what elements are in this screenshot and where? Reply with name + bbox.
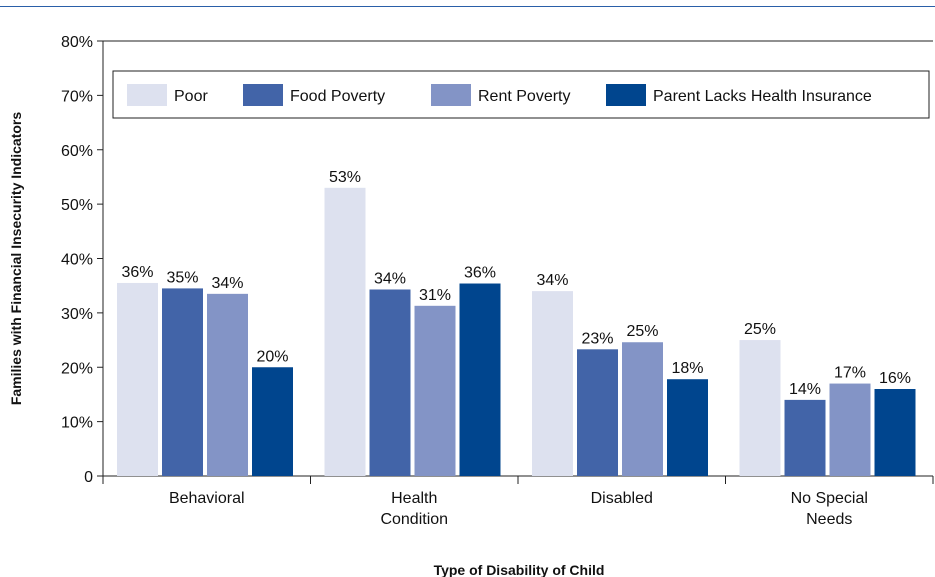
data-label: 16% [879,370,911,387]
bar-food-poverty [784,399,826,476]
y-tick-label: 10% [61,415,93,432]
y-tick-label: 50% [61,197,93,214]
bar-poor [117,282,158,476]
data-label: 14% [789,381,821,398]
data-label: 23% [581,330,613,347]
data-label: 36% [121,264,153,281]
y-tick-label: 30% [61,306,93,323]
bar-parent-lacks-health-insurance [459,283,501,476]
bar-rent-poverty [622,342,663,476]
bar-rent-poverty [414,305,456,476]
legend-swatch [431,84,471,106]
bar-parent-lacks-health-insurance [667,379,708,476]
data-label: 36% [464,265,496,282]
bar-parent-lacks-health-insurance [874,389,916,476]
category-label: Condition [380,511,448,528]
data-label: 25% [744,321,776,338]
x-axis-title: Type of Disability of Child [434,562,605,577]
bar-food-poverty [162,288,203,476]
y-axis-title-group: Families with Financial Insecurity Indic… [8,112,24,406]
category-label: No Special [791,490,868,507]
legend-swatch [127,84,167,106]
data-label: 53% [329,169,361,186]
plot-area: 0 10% 20% 30% 40% 50% 60% 70% 80% 36% 35% 34% 20% Beh… [61,34,934,528]
bar-poor [739,340,781,476]
y-tick-label: 0 [84,469,93,486]
legend-label: Parent Lacks Health Insurance [653,88,872,105]
y-tick-label: 80% [61,34,93,51]
legend: Poor Food Poverty Rent Poverty Parent Lacks… [112,70,930,119]
bar-poor [532,291,573,476]
data-label: 17% [834,365,866,382]
legend-swatch [606,84,646,106]
bar-rent-poverty [207,293,248,476]
data-label: 34% [536,272,568,289]
header-rule [0,6,935,7]
data-label: 35% [166,269,198,286]
legend-swatch [243,84,283,106]
legend-label: Food Poverty [290,88,385,105]
y-tick-label: 70% [61,88,93,105]
bar-poor [324,187,366,476]
legend-label: Rent Poverty [478,88,570,105]
category-label: Health [391,490,437,507]
y-tick-label: 60% [61,143,93,160]
category-label: Needs [806,511,852,528]
data-label: 31% [419,287,451,304]
bar-food-poverty [369,289,411,476]
legend-label: Poor [174,88,208,105]
category-label: Behavioral [169,490,245,507]
data-label: 20% [256,348,288,365]
bar-rent-poverty [829,383,871,476]
data-label: 34% [211,275,243,292]
bar-parent-lacks-health-insurance [252,367,293,476]
data-label: 25% [626,323,658,340]
y-axis-title: Families with Financial Insecurity Indic… [8,112,24,406]
data-label: 18% [671,360,703,377]
data-label: 34% [374,270,406,287]
bar-food-poverty [577,349,618,476]
y-tick-label: 20% [61,360,93,377]
category-label: Disabled [591,490,653,507]
y-tick-label: 40% [61,252,93,269]
